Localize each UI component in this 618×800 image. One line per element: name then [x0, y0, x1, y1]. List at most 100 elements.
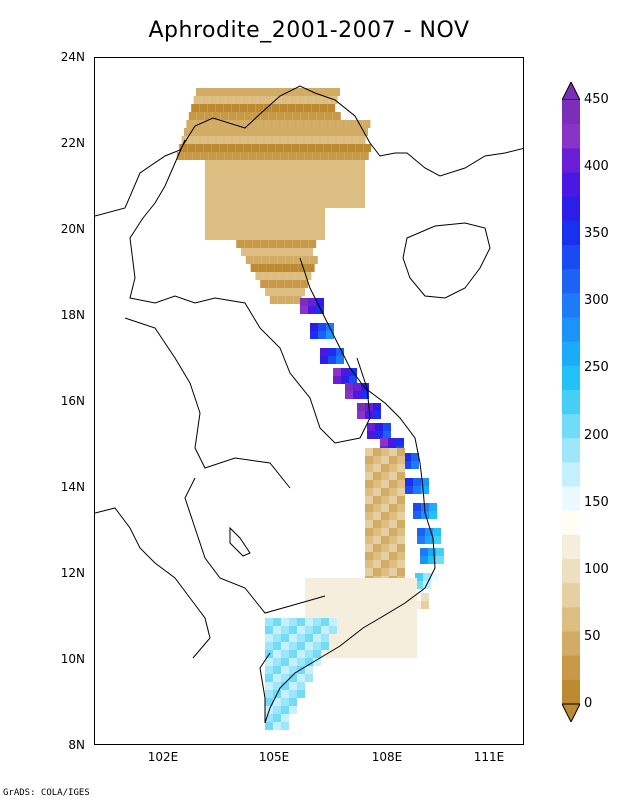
precip-cell [357, 160, 365, 168]
precip-cell [257, 248, 265, 256]
precip-cell [361, 383, 369, 391]
precip-cell [420, 556, 428, 564]
precip-cell [349, 136, 358, 144]
precip-cell [213, 176, 221, 184]
precip-cell [327, 104, 336, 112]
precip-cell [269, 192, 277, 200]
precip-cell [433, 536, 441, 544]
precip-cell [205, 224, 213, 232]
colorbar-tick-label: 250 [584, 360, 609, 376]
precip-cell [287, 104, 296, 112]
precip-cell [323, 144, 332, 152]
precip-cell [265, 96, 274, 104]
precip-cell [353, 650, 361, 658]
precip-cell [373, 464, 381, 472]
precip-cell [429, 511, 437, 519]
precip-cell [184, 152, 193, 160]
precip-cell [277, 224, 285, 232]
precip-cell [300, 280, 309, 288]
precip-cell [357, 411, 365, 419]
precip-cell [227, 144, 236, 152]
colorbar-tick-label: 0 [584, 696, 593, 711]
precip-cell [306, 120, 315, 128]
precip-cell [420, 548, 428, 556]
precip-cell [389, 496, 397, 504]
precip-cell [325, 192, 333, 200]
colorbar-tick-label: 100 [584, 561, 609, 577]
precip-cell [409, 634, 417, 642]
precip-cell [421, 601, 429, 609]
precip-cell [389, 464, 397, 472]
precip-cell [261, 192, 269, 200]
precip-cell [285, 184, 293, 192]
precip-cell [277, 184, 285, 192]
precip-cell [337, 642, 345, 650]
precip-cell [345, 578, 353, 586]
precip-cell [285, 296, 294, 304]
precip-cell [300, 298, 308, 306]
precip-cell [240, 152, 249, 160]
precip-cell [331, 144, 340, 152]
precip-cell [273, 714, 281, 722]
precip-cell [313, 602, 321, 610]
precip-cell [320, 356, 328, 364]
precip-cell [401, 594, 409, 602]
precip-cell [297, 658, 305, 666]
precip-cell [365, 480, 373, 488]
precip-cell [409, 578, 417, 586]
precip-cell [365, 456, 373, 464]
precip-cell [268, 240, 277, 248]
precip-cell [289, 618, 297, 626]
precip-cell [329, 586, 337, 594]
precip-cell [313, 650, 321, 658]
precip-cell [361, 650, 369, 658]
precip-cell [381, 536, 389, 544]
precip-cell [413, 486, 421, 494]
precip-cell [205, 160, 213, 168]
precip-cell [293, 192, 301, 200]
precip-cell [369, 594, 377, 602]
precip-cell [333, 168, 341, 176]
precip-cell [297, 666, 305, 674]
precip-cell [184, 128, 192, 136]
precip-cell [245, 160, 253, 168]
precip-cell [345, 383, 353, 391]
precip-cell [369, 634, 377, 642]
precip-cell [309, 176, 317, 184]
precip-cell [377, 618, 385, 626]
precip-cell [353, 391, 361, 399]
precip-cell [200, 128, 208, 136]
precip-cell [397, 568, 405, 576]
precip-cell [229, 224, 237, 232]
precip-cell [326, 331, 334, 339]
precip-cell [305, 96, 314, 104]
precip-cell [213, 216, 221, 224]
precip-cell [221, 184, 229, 192]
precip-cell [301, 232, 309, 240]
precip-cell [345, 650, 353, 658]
precip-cell [393, 594, 401, 602]
precip-cell [281, 674, 289, 682]
precip-cell [264, 152, 273, 160]
precip-cell [293, 160, 301, 168]
precip-cell [373, 496, 381, 504]
precip-cell [205, 232, 213, 240]
precip-cell [337, 650, 345, 658]
precip-cell [245, 216, 253, 224]
colorbar-swatch [562, 438, 580, 463]
precip-cell [397, 520, 405, 528]
precip-cell [381, 488, 389, 496]
precip-cell [369, 610, 377, 618]
precip-cell [367, 431, 375, 439]
precip-cell [204, 88, 212, 96]
precip-cell [321, 602, 329, 610]
precip-cell [290, 120, 299, 128]
precip-cell [380, 438, 388, 446]
precip-cell [297, 674, 305, 682]
precip-cell [284, 240, 293, 248]
precip-cell [317, 168, 325, 176]
precip-cell [308, 240, 317, 248]
precip-cell [245, 184, 253, 192]
precip-cell [305, 578, 313, 586]
precip-cell [332, 112, 341, 120]
